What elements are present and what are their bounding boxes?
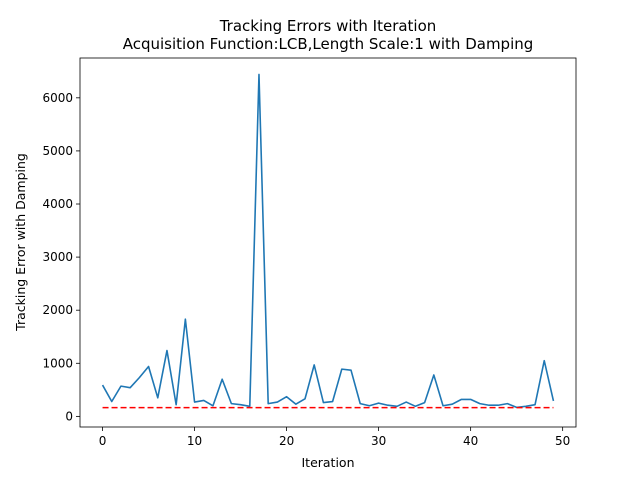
series-line-1 [101,73,555,409]
y-tick-label: 1000 [42,356,73,370]
chart-subtitle: Acquisition Function:LCB,Length Scale:1 … [123,35,534,53]
y-tick-label: 4000 [42,197,73,211]
y-tick-label: 0 [65,409,73,423]
plot-frame [79,57,577,428]
x-tick-label: 40 [463,434,478,448]
y-tick-label: 6000 [42,91,73,105]
chart-title: Tracking Errors with Iteration [219,17,437,35]
x-tick-label: 20 [279,434,294,448]
axes: 0 10 20 30 40 50 0 1000 2000 3000 4000 5000 6000 [42,57,577,448]
x-axis-label: Iteration [301,455,354,470]
y-tick-label: 5000 [42,144,73,158]
y-tick-label: 3000 [42,250,73,264]
plot-area [101,73,555,409]
x-tick-label: 30 [371,434,386,448]
y-tick-label: 2000 [42,303,73,317]
x-tick-label: 50 [555,434,570,448]
x-tick-label: 10 [187,434,202,448]
y-axis-label: Tracking Error with Damping [13,153,28,332]
x-tick-label: 0 [99,434,107,448]
